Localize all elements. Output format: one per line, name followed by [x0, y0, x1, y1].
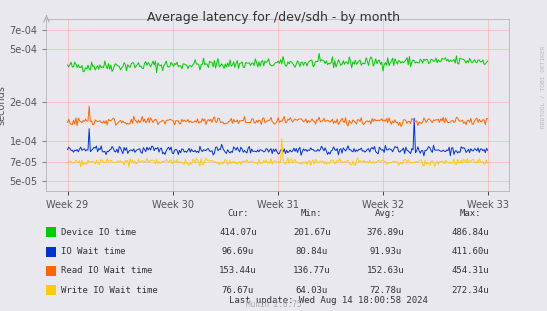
Text: 411.60u: 411.60u — [452, 247, 489, 256]
Text: 272.34u: 272.34u — [452, 286, 489, 295]
Text: 91.93u: 91.93u — [370, 247, 401, 256]
Y-axis label: seconds: seconds — [0, 85, 7, 125]
Text: 80.84u: 80.84u — [296, 247, 328, 256]
Text: Write IO Wait time: Write IO Wait time — [61, 286, 158, 295]
Text: 153.44u: 153.44u — [219, 267, 257, 275]
Text: 414.07u: 414.07u — [219, 228, 257, 237]
Text: Read IO Wait time: Read IO Wait time — [61, 267, 152, 275]
Text: 72.78u: 72.78u — [370, 286, 401, 295]
Text: 201.67u: 201.67u — [293, 228, 330, 237]
Text: 152.63u: 152.63u — [367, 267, 404, 275]
Text: 96.69u: 96.69u — [222, 247, 254, 256]
Text: RRDTOOL / TOBI OETIKER: RRDTOOL / TOBI OETIKER — [541, 46, 546, 128]
Text: Max:: Max: — [459, 209, 481, 217]
Text: 454.31u: 454.31u — [452, 267, 489, 275]
Text: IO Wait time: IO Wait time — [61, 247, 125, 256]
Text: Avg:: Avg: — [375, 209, 397, 217]
Text: 376.89u: 376.89u — [367, 228, 404, 237]
Text: 76.67u: 76.67u — [222, 286, 254, 295]
Text: Last update: Wed Aug 14 18:00:58 2024: Last update: Wed Aug 14 18:00:58 2024 — [229, 296, 428, 305]
Text: Cur:: Cur: — [227, 209, 249, 217]
Text: Device IO time: Device IO time — [61, 228, 136, 237]
Text: 64.03u: 64.03u — [296, 286, 328, 295]
Text: 486.84u: 486.84u — [452, 228, 489, 237]
Text: Min:: Min: — [301, 209, 323, 217]
Text: Average latency for /dev/sdh - by month: Average latency for /dev/sdh - by month — [147, 11, 400, 24]
Text: 136.77u: 136.77u — [293, 267, 330, 275]
Text: Munin 2.0.75: Munin 2.0.75 — [246, 300, 301, 309]
